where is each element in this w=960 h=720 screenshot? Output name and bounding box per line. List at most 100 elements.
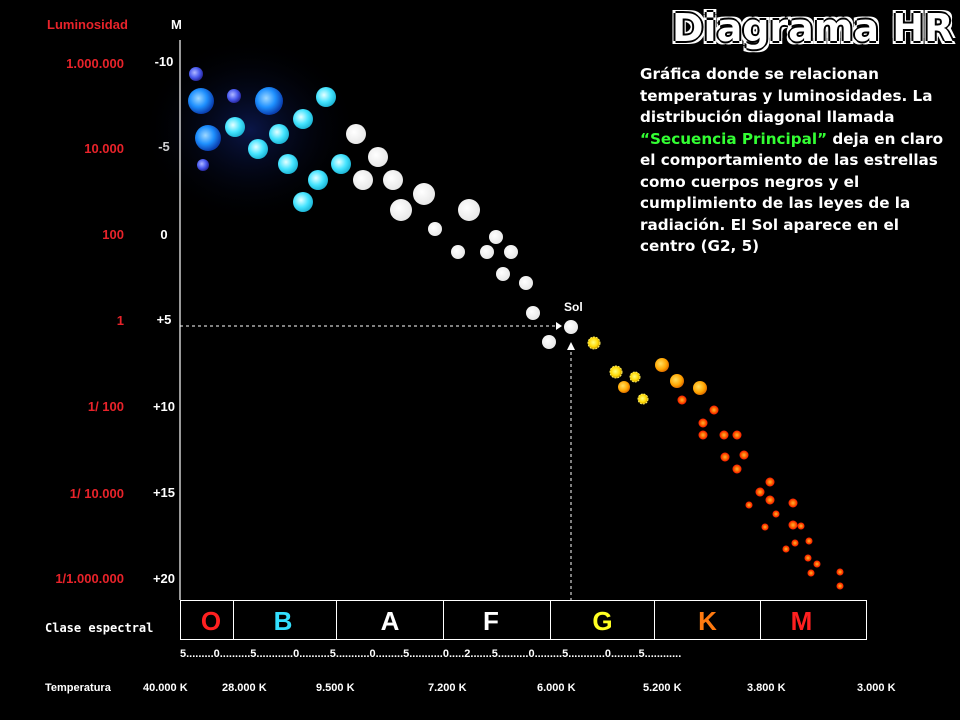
star <box>719 430 729 440</box>
luminosity-tick: 1/ 100 <box>87 399 124 414</box>
star <box>637 393 649 405</box>
spectral-class-o: O <box>181 601 234 639</box>
star <box>383 170 403 190</box>
temperature-tick: 3.000 K <box>857 682 896 694</box>
star <box>791 539 799 547</box>
class-letter: A <box>380 606 400 636</box>
star <box>308 170 328 190</box>
temperature-tick: 5.200 K <box>643 682 682 694</box>
class-letter: K <box>698 606 717 636</box>
star <box>788 520 798 530</box>
class-letter: O <box>200 606 222 636</box>
star <box>720 452 730 462</box>
star <box>480 245 494 259</box>
spectral-class-m: M <box>761 601 866 639</box>
star <box>526 306 540 320</box>
spectral-class-a: A <box>337 601 444 639</box>
star <box>805 537 813 545</box>
description-text-1: Gráfica donde se relacionan temperaturas… <box>640 65 933 126</box>
star <box>227 89 241 103</box>
temperature-tick: 6.000 K <box>537 682 576 694</box>
spectral-class-k: K <box>655 601 761 639</box>
star <box>765 495 775 505</box>
main-sequence-highlight: “Secuencia Principal” <box>640 129 828 148</box>
star <box>698 418 708 428</box>
temperature-tick: 7.200 K <box>428 682 467 694</box>
star <box>428 222 442 236</box>
star <box>739 450 749 460</box>
star <box>772 510 780 518</box>
luminosity-tick: 100 <box>102 227 124 242</box>
star <box>745 501 753 509</box>
star <box>504 245 518 259</box>
spectral-class-f: F <box>444 601 551 639</box>
star <box>269 124 289 144</box>
class-letter: F <box>483 606 499 636</box>
star <box>836 568 844 576</box>
diagram-title: Diagrama HR <box>672 6 954 50</box>
star <box>732 464 742 474</box>
star-field <box>188 67 844 590</box>
magnitude-tick: +20 <box>152 571 176 586</box>
star <box>587 336 601 350</box>
luminosity-tick: 1.000.000 <box>66 56 124 71</box>
temperature-label: Temperatura <box>45 682 111 694</box>
star <box>413 183 435 205</box>
temperature-tick: 9.500 K <box>316 682 355 694</box>
temperature-tick: 28.000 K <box>222 682 267 694</box>
star <box>693 381 707 395</box>
star <box>732 430 742 440</box>
magnitude-tick: +5 <box>156 312 172 327</box>
magnitude-tick: +15 <box>152 485 176 500</box>
class-letter: B <box>273 606 293 636</box>
star <box>293 192 313 212</box>
sun-arrow-right <box>556 322 562 330</box>
magnitude-tick: +10 <box>152 399 176 414</box>
spectral-class-b: B <box>234 601 337 639</box>
temperature-tick: 40.000 K <box>143 682 188 694</box>
star <box>458 199 480 221</box>
subclass-scale: 5.........0..........5............0.....… <box>180 648 682 660</box>
star <box>813 560 821 568</box>
star <box>293 109 313 129</box>
star <box>353 170 373 190</box>
class-letter: M <box>790 606 813 636</box>
star <box>542 335 556 349</box>
star <box>519 276 533 290</box>
spectral-class-g: G <box>551 601 655 639</box>
luminosity-axis-title: Luminosidad <box>47 17 128 32</box>
magnitude-tick: -10 <box>154 54 174 69</box>
star <box>197 159 209 171</box>
temperature-tick: 3.800 K <box>747 682 786 694</box>
star <box>278 154 298 174</box>
luminosity-tick: 1 <box>116 313 124 328</box>
star <box>195 125 221 151</box>
magnitude-tick: 0 <box>160 227 168 242</box>
star <box>670 374 684 388</box>
star <box>629 371 641 383</box>
star <box>755 487 765 497</box>
star <box>368 147 388 167</box>
spectral-class-label: Clase espectral <box>45 621 154 635</box>
star <box>331 154 351 174</box>
star <box>189 67 203 81</box>
star <box>797 522 805 530</box>
star <box>346 124 366 144</box>
star <box>609 365 623 379</box>
star <box>655 358 669 372</box>
diagram-description: Gráfica donde se relacionan temperaturas… <box>640 64 952 258</box>
star <box>316 87 336 107</box>
spectral-class-bar: O B A F G K M <box>180 600 867 640</box>
star <box>225 117 245 137</box>
star <box>782 545 790 553</box>
star <box>489 230 503 244</box>
star <box>788 498 798 508</box>
luminosity-tick: 1/1.000.000 <box>55 571 124 586</box>
description-text-2: deja en claro el comportamiento de las e… <box>640 129 944 256</box>
star <box>761 523 769 531</box>
sun-arrow-up <box>567 342 575 350</box>
star <box>390 199 412 221</box>
class-letter: G <box>592 606 613 636</box>
star <box>804 554 812 562</box>
sun-label: Sol <box>564 300 583 314</box>
